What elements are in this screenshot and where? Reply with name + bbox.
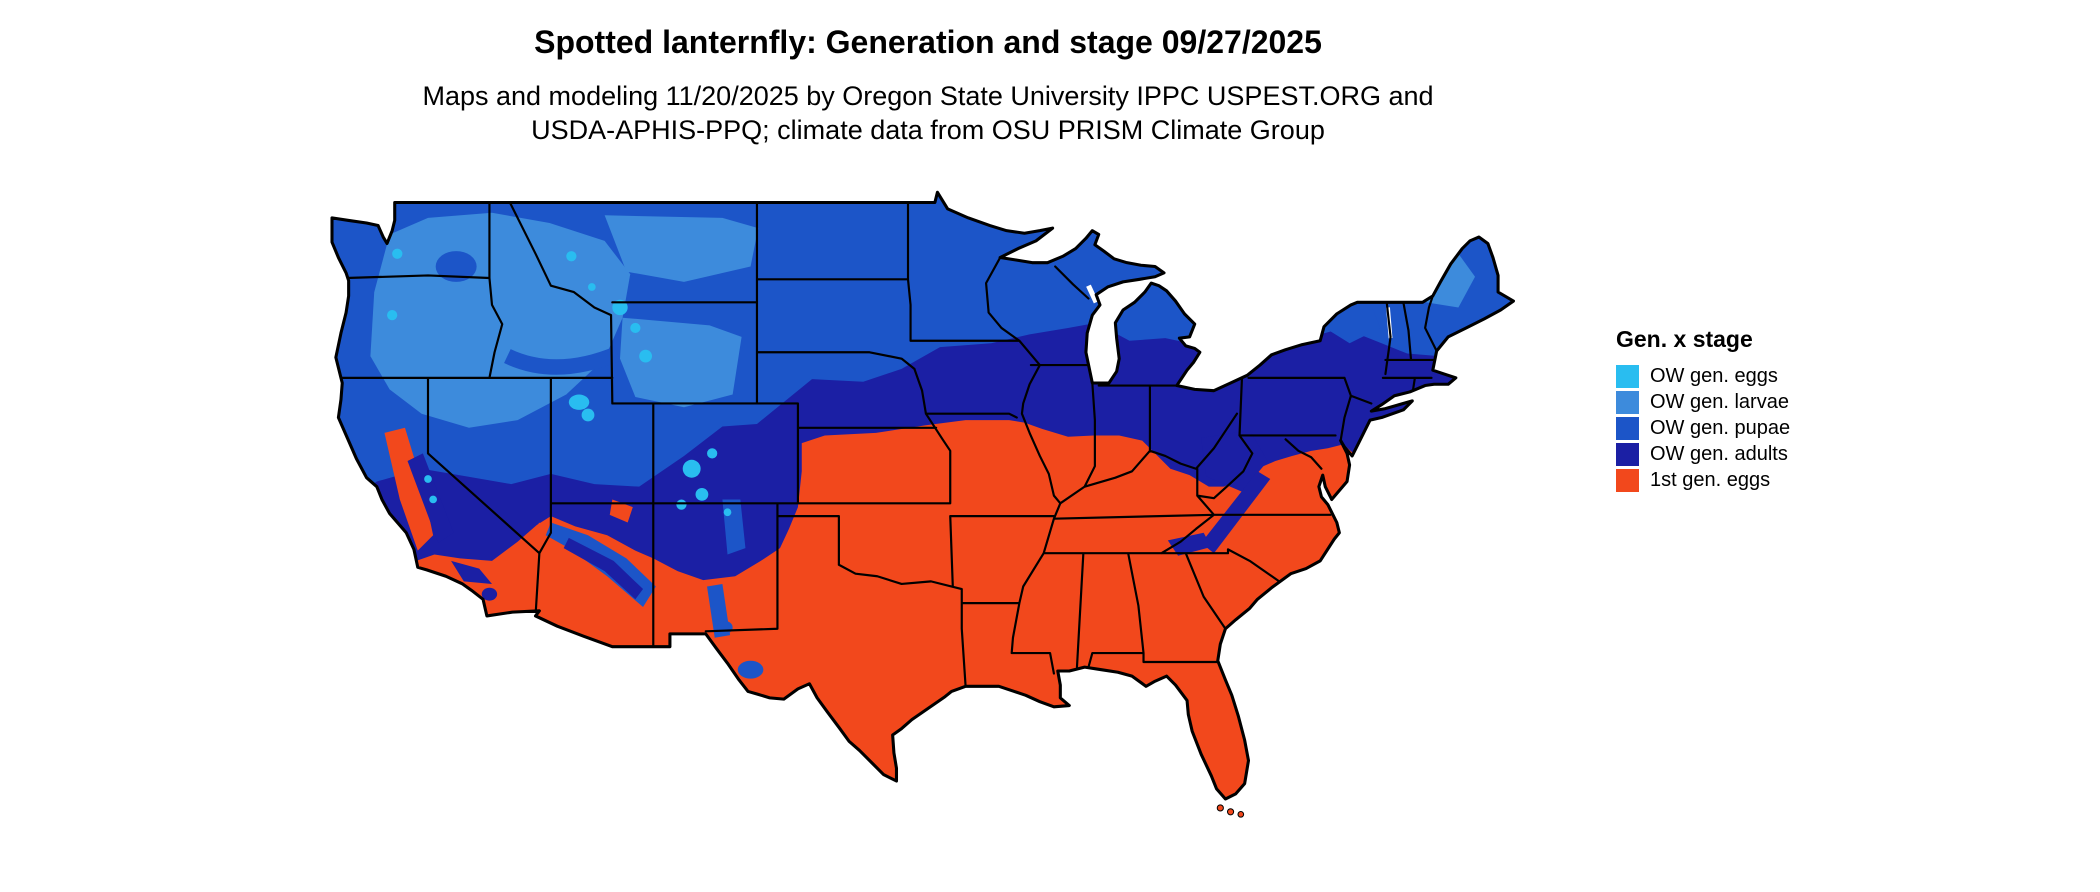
legend-swatch [1616,365,1639,388]
legend-item: OW gen. pupae [1616,417,1916,440]
legend-item-label: OW gen. eggs [1650,365,1778,387]
us-outline [330,190,1515,801]
region-eggs-flecks [387,248,732,517]
region-pupae-adirondacks [1329,302,1381,344]
subtitle-line-1: Maps and modeling 11/20/2025 by Oregon S… [422,81,1434,111]
legend-title: Gen. x stage [1616,326,1753,352]
region-pupae-davis-mts [737,660,764,679]
region-larvae-montana [604,215,759,282]
region-pupae-snake-plain [504,346,621,375]
legend-item: OW gen. adults [1616,443,1916,466]
region-adults-sandiego-mts [481,587,498,601]
region-adults-westvirginia [1201,430,1268,492]
legend-item-label: 1st gen. eggs [1650,469,1771,491]
page-title: Spotted lanternfly: Generation and stage… [534,24,1322,60]
region-gen1-central-valley [384,427,434,551]
region-adults-socal-mts [451,560,492,584]
region-larvae-wyoming [620,317,742,408]
region-pupae-guadalupe [717,621,733,634]
legend-items: OW gen. eggs OW gen. larvae OW gen. pupae O… [1616,365,1916,492]
legend-swatch [1616,469,1639,492]
legend: Gen. x stage OW gen. eggs OW gen. larvae O… [1616,326,1916,495]
state-boundaries [341,201,1438,688]
legend-swatch [1616,443,1639,466]
legend-item: 1st gen. eggs [1616,469,1916,492]
map-raster-layers [332,192,1514,799]
legend-item-label: OW gen. larvae [1650,391,1789,413]
region-gen1-se-utah [609,499,633,523]
region-adults-blueridge [1201,471,1271,554]
subtitle-line-2: USDA-APHIS-PPQ; climate data from OSU PR… [531,114,1325,145]
green-bay [1086,284,1099,304]
legend-item-label: OW gen. adults [1650,443,1788,465]
region-adults-mogollon [563,537,644,600]
legend-swatch [1616,391,1639,414]
legend-item-label: OW gen. pupae [1650,417,1791,439]
legend-item: OW gen. eggs [1616,365,1916,388]
region-adults-smokies [1167,532,1212,556]
florida-keys [1216,804,1245,818]
region-pupae-columbia-basin [435,251,477,282]
us-map [330,190,1515,818]
legend-swatch [1616,417,1639,440]
legend-item: OW gen. larvae [1616,391,1916,414]
subtitle: Maps and modeling 11/20/2025 by Oregon S… [0,80,1856,148]
